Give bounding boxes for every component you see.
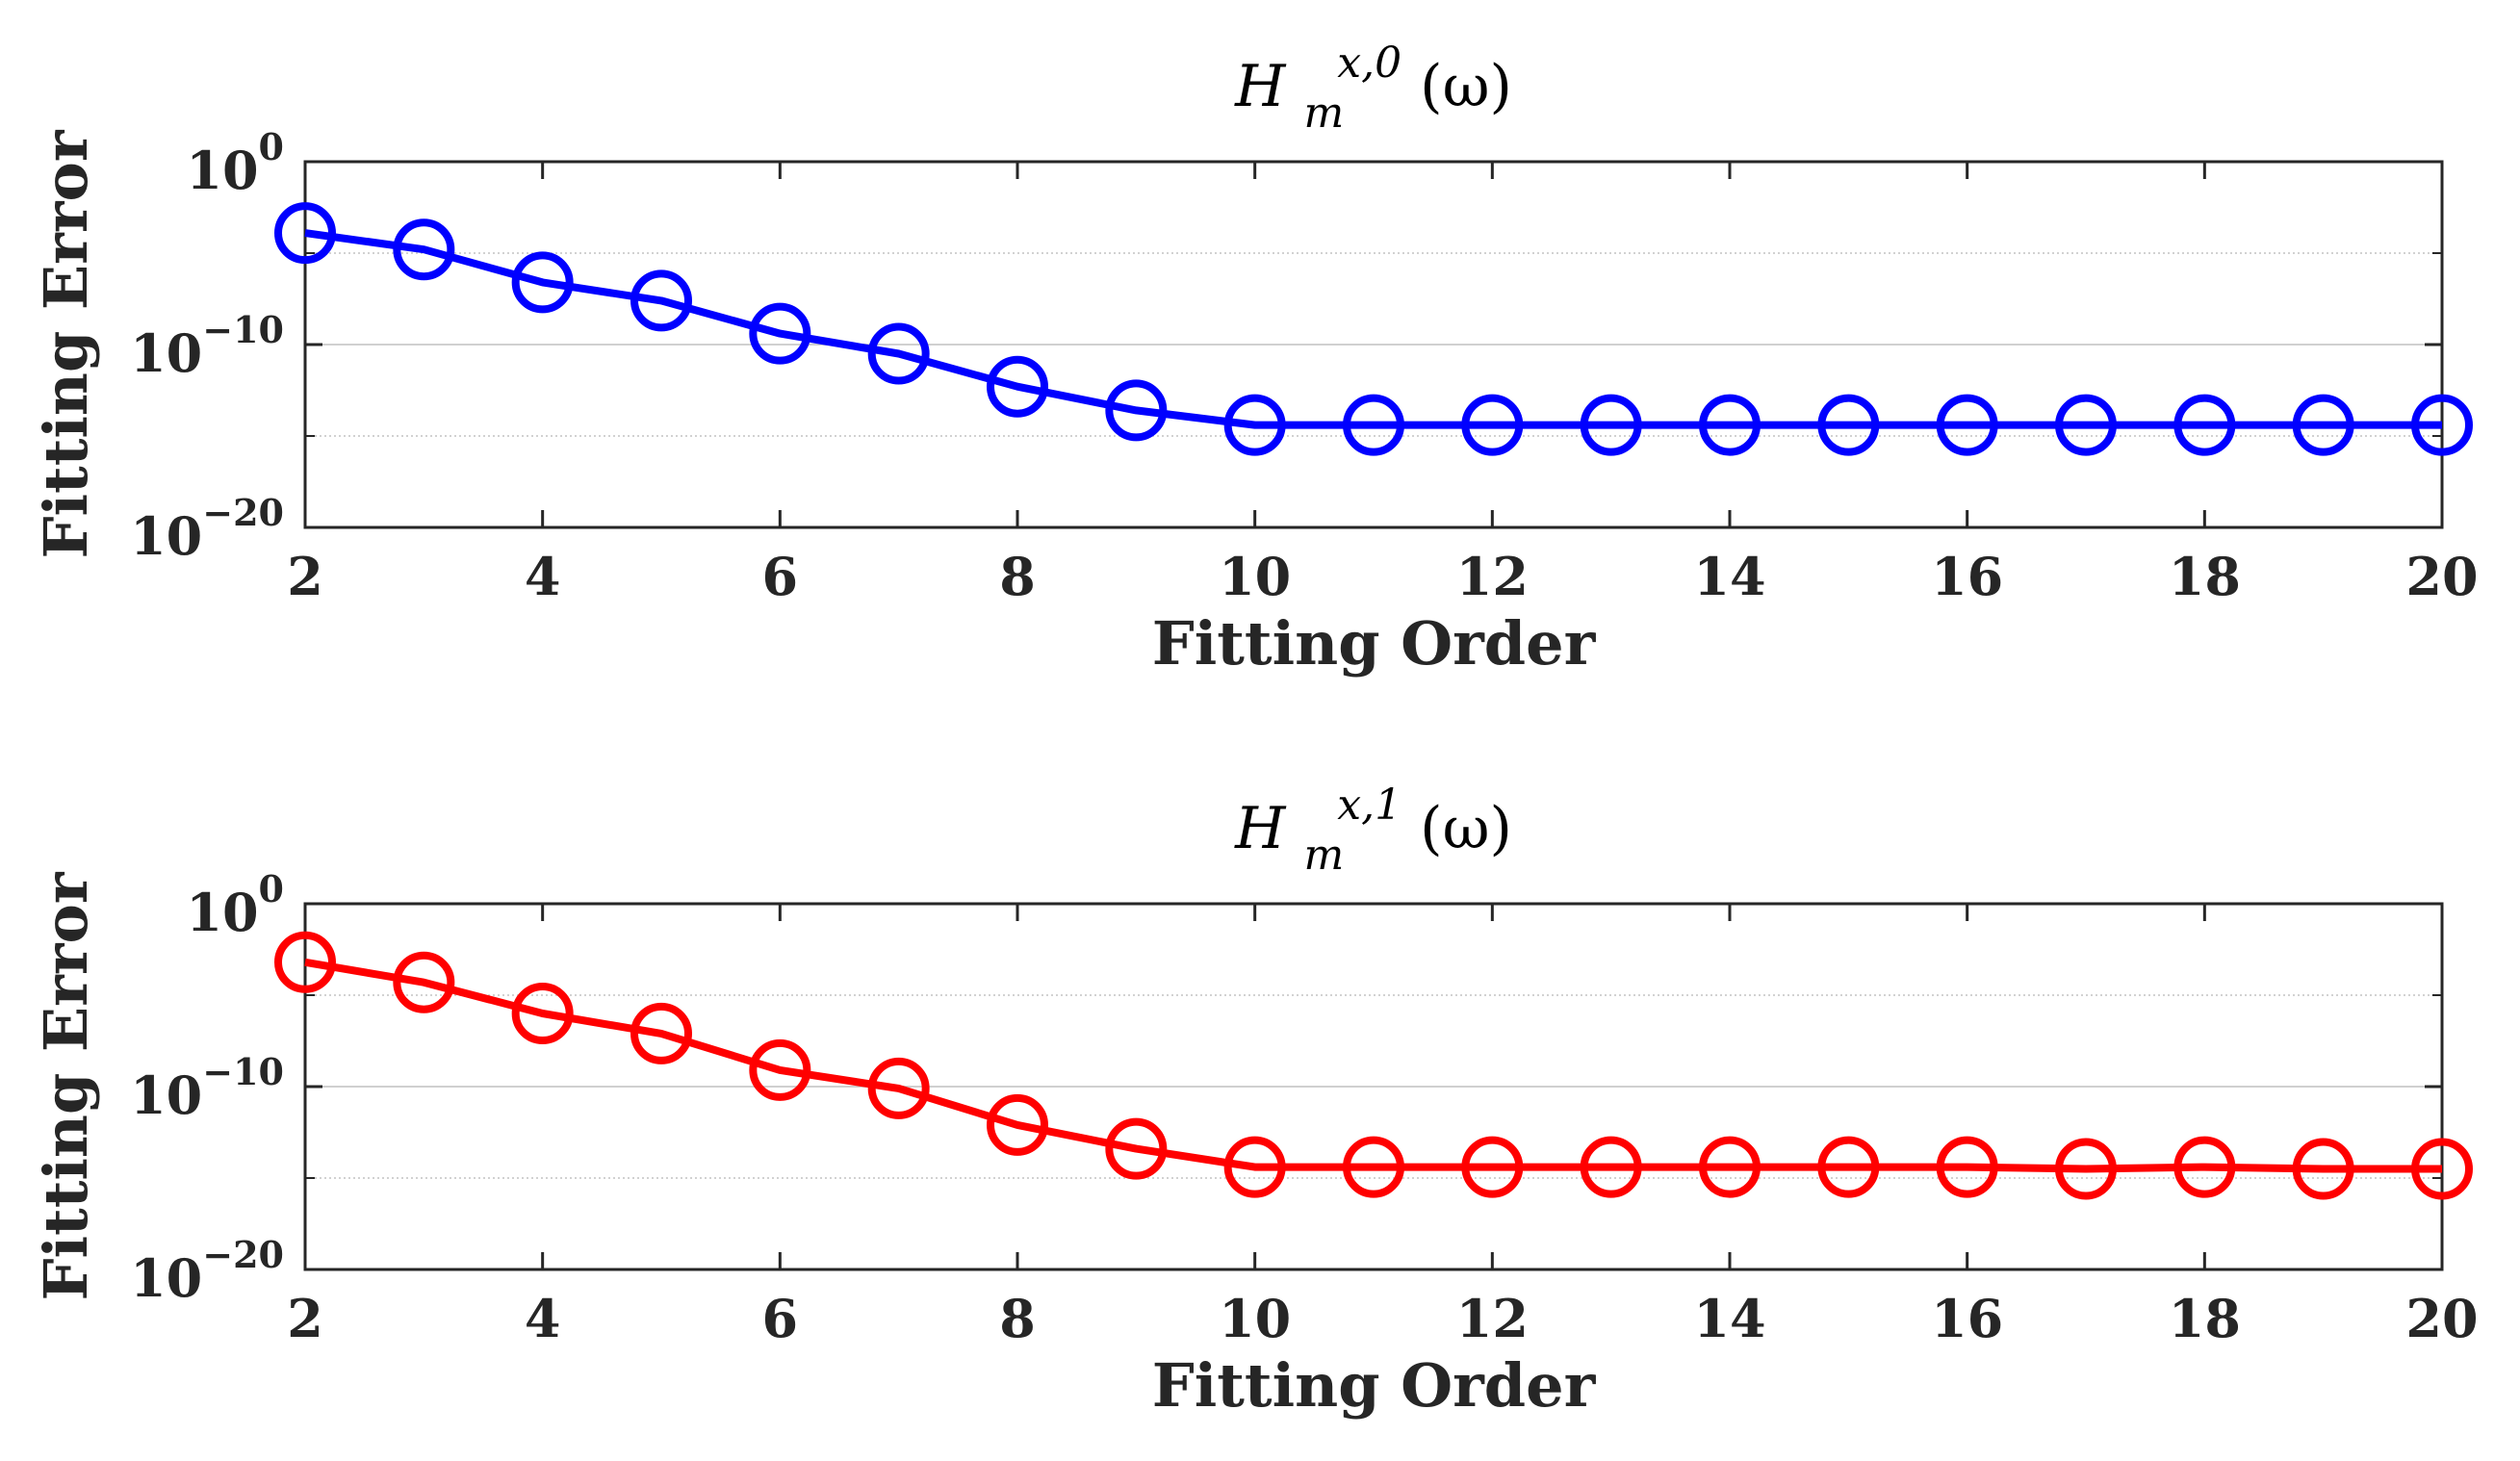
chart-panel-top: H m x,0 (ω) 2 4 6 8 10 12 14 16 18 20 100 10−10 10−2… [31,24,2479,679]
series-group [274,931,2473,1200]
data-point-marker [1105,1117,1168,1180]
data-point-marker [987,355,1048,418]
y-tick-label: 10−10 [130,1050,284,1126]
title-superscript: x,1 [1337,781,1401,830]
x-tick-label: 2 [287,546,323,607]
x-tick-label: 14 [1693,1288,1765,1349]
data-point-marker [2411,394,2473,456]
x-tick-label: 8 [999,1288,1036,1349]
data-point-marker [1817,1136,1880,1198]
data-point-marker [630,269,692,332]
data-point-marker [1817,394,1880,456]
x-tick-label: 20 [2405,1288,2478,1349]
data-point-marker [2173,394,2236,456]
data-point-marker [1343,1136,1404,1198]
series-line [304,958,2442,1173]
title-argument: (ω) [1420,53,1512,120]
chart-title: H m x,0 (ω) [1234,24,1512,141]
y-tick-label: 100 [186,125,284,201]
chart-title: H m x,1 (ω) [1234,766,1512,884]
data-point-marker [511,983,574,1044]
data-point-marker [1699,1136,1761,1198]
title-argument: (ω) [1420,795,1512,862]
x-axis-label: Fitting Order [1152,608,1597,679]
data-point-marker [2292,1138,2354,1200]
data-point-marker [1580,1136,1642,1198]
series-group [274,202,2473,456]
x-tick-label: 8 [999,546,1036,607]
data-point-marker [1343,394,1404,456]
grid-lines [305,252,2442,437]
x-tick-label: 16 [1931,546,2003,607]
title-subscript: m [1303,831,1344,880]
data-point-marker [867,322,930,385]
x-tick-label: 10 [1219,1288,1291,1349]
data-point-marker [1699,394,1761,456]
series-line [304,229,2442,429]
data-point-marker [393,951,455,1013]
data-point-marker [987,1093,1048,1156]
x-tick-label: 16 [1931,1288,2003,1349]
data-point-marker [749,1038,811,1101]
data-point-marker [1461,394,1524,456]
x-tick-label: 4 [525,1288,561,1349]
x-tick-label: 18 [2169,1288,2241,1349]
grid-lines [305,994,2442,1179]
data-point-marker [867,1057,930,1119]
title-base: H [1234,53,1287,120]
x-tick-label: 12 [1456,1288,1529,1349]
data-point-marker [274,202,336,265]
x-tick-label: 2 [287,1288,323,1349]
x-tick-label: 4 [525,546,561,607]
x-tick-label: 20 [2405,546,2478,607]
y-axis-label: Fitting Error [31,871,101,1300]
axis-ticks: 2 4 6 8 10 12 14 16 18 20 100 10−10 10−20 [130,125,2478,607]
data-point-marker [393,218,455,281]
data-point-marker [2173,1136,2236,1198]
data-point-marker [1105,379,1168,442]
y-tick-label: 10−20 [130,1233,284,1309]
x-tick-label: 10 [1219,546,1291,607]
y-axis-label: Fitting Error [31,129,101,558]
x-tick-label: 12 [1456,546,1529,607]
axis-ticks: 2 4 6 8 10 12 14 16 18 20 100 10−10 10−20 [130,867,2478,1349]
data-point-marker [1461,1136,1524,1198]
data-point-marker [1936,1136,1998,1198]
data-point-marker [2055,1138,2117,1200]
data-point-marker [1580,394,1642,456]
x-tick-label: 6 [762,1288,799,1349]
y-tick-label: 10−10 [130,308,284,384]
data-point-marker [630,1002,692,1064]
data-point-marker [1936,394,1998,456]
title-superscript: x,0 [1337,38,1401,88]
data-point-marker [2055,394,2117,456]
y-tick-label: 10−20 [130,491,284,567]
title-base: H [1234,795,1287,862]
x-tick-label: 14 [1693,546,1765,607]
data-point-marker [1223,394,1286,456]
x-axis-label: Fitting Order [1152,1350,1597,1421]
data-point-marker [1223,1136,1286,1198]
title-subscript: m [1303,89,1344,138]
y-tick-label: 100 [186,867,284,943]
data-point-marker [2411,1138,2473,1200]
data-point-marker [749,302,811,365]
data-point-marker [511,251,574,314]
data-point-marker [2292,394,2354,456]
chart-panel-bottom: H m x,1 (ω) 2 4 6 8 10 12 14 16 18 20 100 10−10 10−2… [31,766,2479,1421]
x-tick-label: 6 [762,546,799,607]
data-point-marker [274,931,336,993]
x-tick-label: 18 [2169,546,2241,607]
